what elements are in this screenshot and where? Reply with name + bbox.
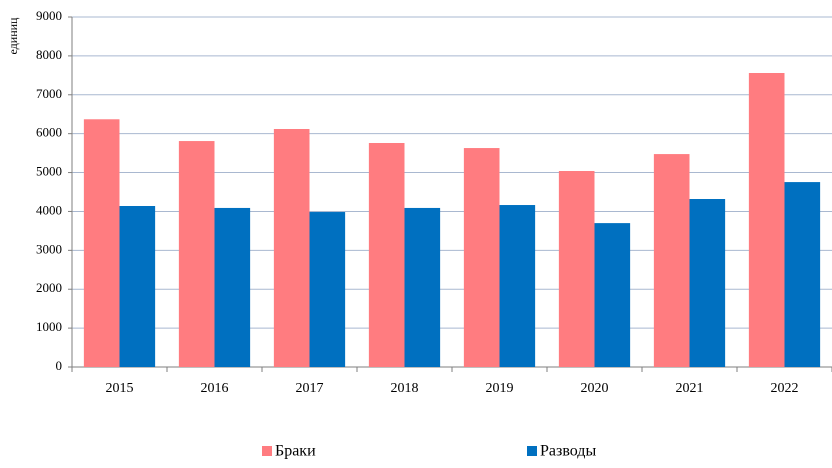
y-tick-label: 1000 (36, 319, 62, 334)
bar (83, 119, 120, 368)
bar (784, 182, 821, 367)
legend-swatch (262, 446, 272, 456)
bar (368, 143, 405, 367)
bar (309, 212, 346, 367)
x-tick-label: 2021 (676, 381, 704, 396)
x-tick-label: 2022 (771, 381, 799, 396)
legend-label: Браки (275, 443, 316, 460)
bar (404, 207, 441, 367)
y-tick-label: 6000 (36, 125, 62, 140)
x-tick-label: 2017 (296, 381, 324, 396)
x-tick-label: 2020 (581, 381, 609, 396)
y-tick-label: 9000 (36, 8, 62, 23)
bar (653, 154, 690, 367)
bar (273, 129, 310, 367)
bar (178, 141, 215, 367)
bar (594, 223, 631, 367)
bar (748, 73, 785, 367)
y-axis-label: единиц (6, 17, 20, 55)
bar (214, 207, 251, 367)
x-tick-label: 2015 (106, 381, 134, 396)
y-tick-label: 5000 (36, 164, 62, 179)
y-tick-label: 8000 (36, 47, 62, 62)
y-tick-label: 0 (56, 358, 63, 373)
bar (499, 205, 536, 367)
y-tick-label: 7000 (36, 86, 62, 101)
bar (558, 171, 595, 367)
bar (119, 206, 156, 367)
legend-label: Разводы (540, 443, 596, 460)
x-tick-label: 2019 (486, 381, 514, 396)
legend-swatch (527, 446, 537, 456)
x-tick-label: 2018 (391, 381, 419, 396)
bar (463, 148, 500, 367)
y-tick-label: 4000 (36, 202, 62, 217)
x-tick-label: 2016 (201, 381, 229, 396)
y-tick-label: 2000 (36, 280, 62, 295)
bar (689, 199, 726, 367)
y-tick-label: 3000 (36, 241, 62, 256)
